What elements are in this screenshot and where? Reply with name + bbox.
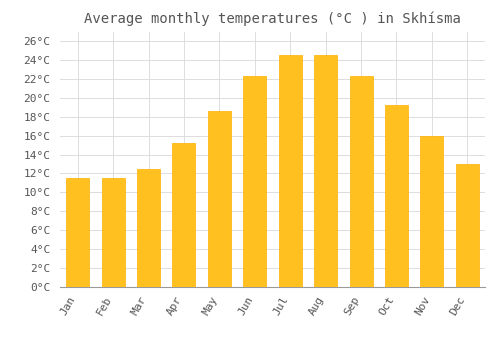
Bar — [278, 55, 301, 287]
Bar — [385, 105, 408, 287]
Bar — [350, 76, 372, 287]
Bar — [420, 135, 444, 287]
Bar — [456, 164, 479, 287]
Title: Average monthly temperatures (°C ) in Skhísma: Average monthly temperatures (°C ) in Sk… — [84, 12, 461, 26]
Bar — [208, 111, 231, 287]
Bar — [314, 55, 337, 287]
Bar — [66, 178, 89, 287]
Bar — [244, 76, 266, 287]
Bar — [102, 178, 124, 287]
Bar — [172, 143, 196, 287]
Bar — [137, 169, 160, 287]
